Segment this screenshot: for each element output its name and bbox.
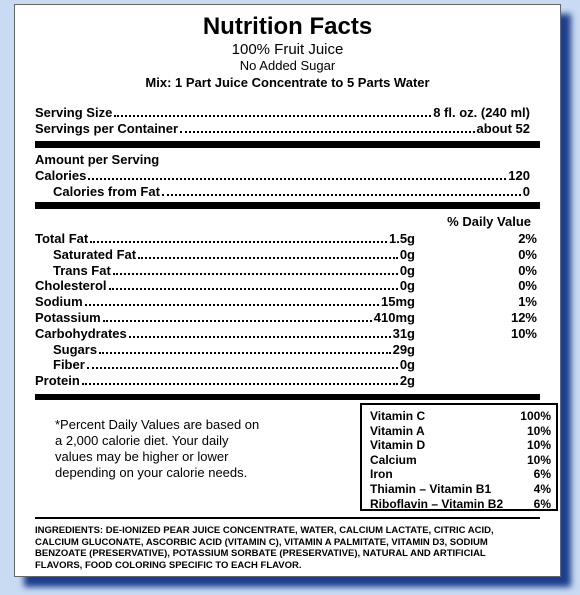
leader — [112, 272, 398, 275]
leader — [90, 241, 387, 243]
row-value: 0g — [399, 357, 415, 373]
row-value: 410mg — [373, 310, 415, 325]
footnote-line: *Percent Daily Values are based on — [55, 417, 260, 432]
nutrient-row: Total Fat 1.5g — [35, 231, 415, 247]
vitamin-name: Vitamin A — [370, 423, 425, 438]
nutrient-row: Fiber 0g — [53, 357, 415, 373]
ingredients-line: CALCIUM GLUCONATE, ASCORBIC ACID (VITAMI… — [35, 536, 488, 548]
leader — [99, 351, 391, 354]
leader — [161, 194, 521, 196]
rule — [35, 202, 540, 209]
nutrient-row: Cholesterol 0g — [35, 278, 415, 294]
leader — [114, 115, 432, 117]
vitamin-dv: 10% — [526, 423, 551, 438]
serving-row: Serving Size 8 fl. oz. (240 ml) — [35, 105, 530, 121]
daily-value: 0% — [518, 278, 537, 294]
vitamin-name: Calcium — [370, 452, 417, 467]
nutrition-label: Nutrition Facts 100% Fruit Juice No Adde… — [14, 4, 561, 577]
row-label: Total Fat — [35, 231, 89, 246]
calories-heading: Amount per Serving — [35, 152, 160, 167]
leader — [102, 320, 372, 322]
leader — [84, 304, 380, 307]
vitamin-dv: 100% — [520, 409, 551, 423]
row-value: 0g — [399, 278, 415, 294]
daily-value: 2% — [518, 231, 537, 246]
row-label: Carbohydrates — [35, 325, 127, 341]
row-value: 8 fl. oz. (240 ml) — [433, 105, 530, 120]
row-label: Calories — [35, 168, 87, 183]
row-value: 120 — [508, 168, 530, 183]
subtitle: No Added Sugar — [239, 58, 336, 73]
nutrient-row: Trans Fat 0g — [53, 263, 415, 279]
row-value: about 52 — [476, 121, 530, 136]
row-value: 29g — [392, 341, 415, 357]
vitamin-box — [360, 403, 558, 511]
vitamin-dv: 10% — [526, 452, 551, 467]
ingredients-line: FLAVORS, FOOD COLORING SPECIFIC TO EACH … — [35, 559, 302, 571]
mix: Mix: 1 Part Juice Concentrate to 5 Parts… — [145, 75, 430, 90]
vitamin-dv: 6% — [533, 496, 551, 511]
row-label: Calories from Fat — [53, 184, 160, 199]
leader — [128, 335, 391, 338]
nutrient-row: Protein 2g — [35, 373, 415, 389]
footnote-line: a 2,000 calorie diet. Your daily — [55, 433, 229, 448]
nutrient-row: Sugars 29g — [53, 342, 415, 358]
leader — [86, 367, 398, 370]
leader — [180, 131, 475, 133]
serving-row: Servings per Container about 52 — [35, 121, 530, 137]
row-value: 0g — [399, 262, 415, 278]
title: Nutrition Facts — [202, 13, 373, 40]
calorie-row: Calories from Fat 0 — [53, 184, 530, 200]
row-value: 1.5g — [388, 231, 415, 246]
calorie-row: Calories 120 — [35, 168, 530, 184]
vitamin-dv: 6% — [533, 467, 551, 482]
daily-value: 0% — [518, 246, 537, 262]
footnote-line: depending on your calorie needs. — [55, 465, 248, 480]
vitamin-name: Thiamin – Vitamin B1 — [370, 482, 492, 496]
daily-value: 10% — [510, 325, 537, 341]
row-value: 0 — [522, 184, 530, 199]
row-label: Sugars — [53, 341, 98, 357]
row-label: Sodium — [35, 294, 83, 310]
row-label: Protein — [35, 373, 80, 389]
row-label: Potassium — [35, 310, 101, 325]
row-value: 31g — [392, 325, 415, 341]
row-label: Fiber — [53, 357, 85, 373]
nutrient-row: Potassium 410mg — [35, 310, 415, 326]
vitamin-name: Vitamin D — [370, 438, 426, 453]
daily-value: 12% — [510, 310, 537, 325]
row-label: Saturated Fat — [53, 246, 137, 262]
leader — [81, 383, 398, 386]
leader — [108, 288, 398, 291]
row-value: 2g — [399, 373, 415, 389]
ingredients-line: INGREDIENTS: DE-IONIZED PEAR JUICE CONCE… — [35, 525, 494, 536]
product: 100% Fruit Juice — [231, 41, 344, 58]
daily-value: 0% — [518, 262, 537, 278]
ingredients-line: BENZOATE (PRESERVATIVE), POTASSIUM SORBA… — [35, 548, 486, 559]
nutrient-row: Sodium 15mg — [35, 294, 415, 310]
nutrient-row: Saturated Fat 0g — [53, 247, 415, 263]
vitamin-name: Vitamin C — [370, 409, 426, 423]
row-label: Serving Size — [35, 105, 113, 120]
nutrient-row: Carbohydrates 31g — [35, 326, 415, 342]
rule — [35, 394, 540, 400]
row-label: Cholesterol — [35, 278, 107, 294]
vitamin-name: Iron — [370, 467, 393, 482]
footnote-line: values may be higher or lower — [55, 449, 229, 464]
vitamin-dv: 10% — [526, 438, 551, 453]
leader — [88, 178, 507, 180]
vitamin-name: Riboflavin – Vitamin B2 — [370, 496, 504, 511]
leader — [138, 256, 398, 259]
vitamin-dv: 4% — [533, 482, 551, 496]
rule — [35, 141, 540, 148]
row-label: Servings per Container — [35, 121, 179, 136]
row-value: 0g — [399, 246, 415, 262]
row-value: 15mg — [381, 294, 415, 310]
rule — [35, 517, 540, 519]
row-label: Trans Fat — [53, 262, 111, 278]
dv-heading: % Daily Value — [447, 214, 531, 229]
daily-value: 1% — [518, 294, 537, 310]
